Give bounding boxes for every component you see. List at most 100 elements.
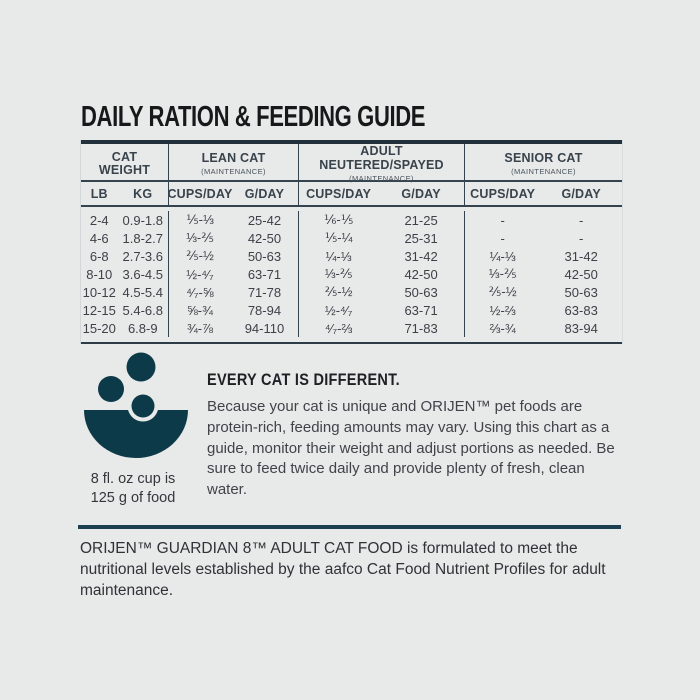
table-row: 15-20 6.8-9 ¾-⅞ 94-110 ⁴⁄₇-⅔ 71-83 ⅔-¾ 8… [81, 319, 622, 337]
aafco-statement: ORIJEN™ GUARDIAN 8™ ADULT CAT FOOD is fo… [80, 540, 606, 599]
cell-kg: 0.9-1.8 [122, 212, 163, 228]
table-row: 6-8 2.7-3.6 ⅖-½ 50-63 ¼-⅓ 31-42 ¼-⅓ 31-4… [81, 247, 622, 265]
cell-senior-cups: ⅓-⅖ [488, 266, 517, 281]
cell-adult-grams: 21-25 [404, 212, 438, 228]
table-row: 2-4 0.9-1.8 ⅕-⅓ 25-42 ⅙-⅕ 21-25 - - [81, 211, 622, 229]
cell-lb: 6-8 [89, 248, 109, 264]
cell-kg: 4.5-5.4 [122, 284, 163, 300]
subheader-kg: KG [133, 186, 153, 201]
cell-senior-cups: ⅔-¾ [489, 320, 516, 336]
cup-caption-line1: 8 fl. oz cup is [90, 471, 176, 487]
subheader-grams: G/DAY [244, 186, 285, 201]
kibble-in-bowl-circle [131, 394, 155, 418]
divider-bar [78, 525, 621, 529]
cell-adult-grams: 42-50 [404, 266, 438, 282]
cell-senior-cups: ¼-⅓ [489, 248, 516, 264]
table-bottom-bar [81, 342, 622, 344]
cell-adult-cups: ⅖-½ [324, 284, 353, 299]
bowl-with-kibble-icon [84, 352, 188, 458]
cell-lb: 4-6 [89, 230, 109, 246]
cell-kg: 6.8-9 [127, 320, 158, 336]
cell-kg: 2.7-3.6 [122, 248, 163, 264]
cell-adult-grams: 50-63 [404, 284, 438, 300]
table-divider-line [81, 180, 622, 182]
subheader-lb: LB [90, 186, 108, 201]
cell-adult-cups: ⅕-¼ [324, 230, 353, 245]
cell-adult-cups: ⅓-⅖ [324, 266, 353, 281]
cell-senior-grams: 42-50 [564, 266, 598, 282]
cell-lean-cups: ¾-⅞ [186, 320, 213, 336]
cell-kg: 3.6-4.5 [122, 266, 163, 282]
cell-senior-grams: 50-63 [564, 284, 598, 300]
group-note: (MAINTENANCE) [511, 167, 576, 177]
subheader-cups: CUPS/DAY [470, 186, 536, 201]
callout-heading: EVERY CAT IS DIFFERENT. [207, 371, 400, 389]
cell-kg: 5.4-6.8 [122, 302, 163, 318]
cell-adult-cups: ⁴⁄₇-⅔ [324, 320, 353, 336]
cup-caption-line2: 125 g of food [90, 490, 176, 506]
table-row: 8-10 3.6-4.5 ½-⁴⁄₇ 63-71 ⅓-⅖ 42-50 ⅓-⅖ 4… [81, 265, 622, 283]
cell-senior-cups: ⅖-½ [488, 284, 517, 299]
cell-lean-grams: 63-71 [247, 266, 282, 282]
cell-lean-grams: 94-110 [244, 320, 285, 336]
feeding-table: CAT WEIGHT LEAN CAT (MAINTENANCE) ADULT N… [80, 140, 623, 344]
cell-adult-cups: ⅙-⅕ [323, 212, 354, 227]
subheader-grams: G/DAY [401, 186, 441, 201]
cell-senior-grams: 63-83 [564, 302, 598, 318]
group-label: ADULT NEUTERED/SPAYED [319, 144, 444, 172]
cell-adult-cups: ½-⁴⁄₇ [324, 302, 353, 318]
subheader-cups: CUPS/DAY [306, 186, 372, 201]
group-header-cat-weight: CAT WEIGHT [81, 144, 168, 183]
cell-lb: 10-12 [82, 284, 116, 300]
cell-senior-cups: - [500, 230, 505, 246]
cell-lean-cups: ½-⁴⁄₇ [186, 266, 214, 282]
subheader-grams: G/DAY [561, 186, 601, 201]
table-row: 10-12 4.5-5.4 ⁴⁄₇-⅝ 71-78 ⅖-½ 50-63 ⅖-½ … [81, 283, 622, 301]
cell-lean-grams: 42-50 [247, 230, 282, 246]
cell-senior-grams: - [579, 230, 584, 246]
kibble-large-circle [126, 352, 156, 382]
cell-adult-cups: ¼-⅓ [325, 248, 352, 264]
cell-lean-cups: ⁴⁄₇-⅝ [186, 284, 214, 300]
cell-senior-grams: - [579, 212, 584, 228]
cell-lean-cups: ⅝-¾ [186, 302, 213, 318]
group-note: (MAINTENANCE) [201, 167, 266, 177]
cell-senior-grams: 31-42 [564, 248, 598, 264]
table-group-header-row: CAT WEIGHT LEAN CAT (MAINTENANCE) ADULT N… [81, 144, 622, 183]
group-header-lean-cat: LEAN CAT (MAINTENANCE) [168, 144, 298, 183]
bowl-shape [84, 410, 188, 458]
table-top-bar [81, 140, 622, 144]
cell-adult-grams: 25-31 [404, 230, 438, 246]
group-label: CAT [111, 149, 138, 164]
group-header-senior-cat: SENIOR CAT (MAINTENANCE) [464, 144, 622, 183]
cell-senior-cups: - [500, 212, 505, 228]
group-label-line2: WEIGHT [98, 163, 151, 177]
group-header-adult-neutered: ADULT NEUTERED/SPAYED (MAINTENANCE) [298, 144, 464, 183]
table-body: 2-4 0.9-1.8 ⅕-⅓ 25-42 ⅙-⅕ 21-25 - - [81, 207, 622, 342]
page-title: DAILY RATION & FEEDING GUIDE [81, 101, 426, 133]
cell-lb: 8-10 [86, 266, 113, 282]
cell-lean-cups: ⅖-½ [186, 248, 214, 263]
cell-lean-grams: 78-94 [247, 302, 282, 318]
cup-measure-caption: 8 fl. oz cup is 125 g of food [66, 470, 200, 508]
cell-kg: 1.8-2.7 [122, 230, 163, 246]
group-label: LEAN CAT [201, 150, 266, 165]
cell-lb: 12-15 [82, 302, 116, 318]
cell-adult-grams: 71-83 [404, 320, 438, 336]
table-row: 4-6 1.8-2.7 ⅓-⅖ 42-50 ⅕-¼ 25-31 - - [81, 229, 622, 247]
cell-lb: 2-4 [89, 212, 109, 228]
table-row: 12-15 5.4-6.8 ⅝-¾ 78-94 ½-⁴⁄₇ 63-71 ½-⅔ … [81, 301, 622, 319]
cell-lean-cups: ⅕-⅓ [186, 212, 214, 227]
cell-lean-grams: 25-42 [247, 212, 282, 228]
cell-senior-cups: ½-⅔ [489, 302, 516, 318]
group-label: SENIOR CAT [504, 150, 583, 165]
kibble-medium-circle [98, 376, 124, 402]
cell-lean-grams: 50-63 [247, 248, 282, 264]
callout-body-text: Because your cat is unique and ORIJEN™ p… [207, 398, 615, 499]
cell-lean-grams: 71-78 [247, 284, 282, 300]
subheader-cups: CUPS/DAY [167, 186, 233, 201]
group-note: (MAINTENANCE) [349, 174, 414, 183]
cell-lb: 15-20 [82, 320, 116, 336]
cell-adult-grams: 31-42 [404, 248, 438, 264]
